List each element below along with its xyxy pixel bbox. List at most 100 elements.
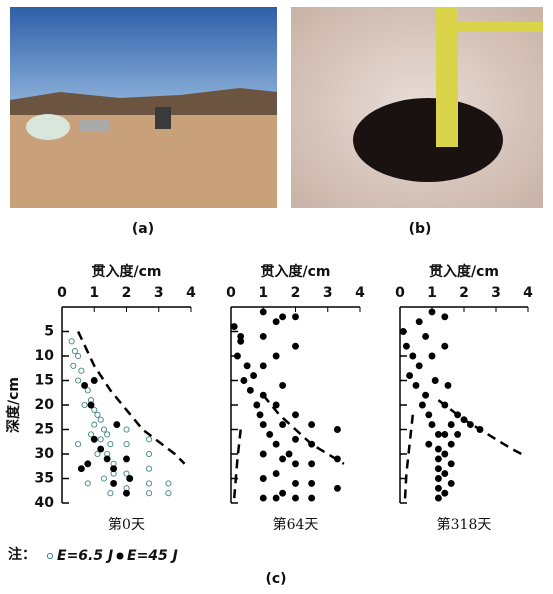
data-point	[333, 455, 341, 463]
y-tick-label: 30	[35, 446, 55, 462]
data-point	[123, 489, 130, 497]
data-point	[406, 372, 414, 380]
data-point	[428, 352, 436, 360]
x-tick-label: 3	[154, 285, 164, 301]
data-point	[279, 313, 287, 321]
data-point	[110, 465, 118, 473]
data-point	[90, 377, 98, 384]
data-point	[123, 455, 130, 463]
data-point	[246, 386, 254, 394]
data-point	[259, 450, 267, 458]
data-point	[78, 367, 85, 374]
photo-a	[10, 7, 277, 208]
data-point	[441, 470, 449, 478]
data-point	[279, 381, 287, 389]
data-point	[146, 490, 153, 497]
data-point	[97, 436, 104, 443]
data-point	[444, 381, 452, 389]
axis-title: 贯入度/cm	[261, 263, 331, 280]
data-point	[146, 450, 153, 458]
y-tick-label: 10	[35, 348, 55, 364]
data-point	[107, 441, 114, 448]
data-point	[447, 460, 455, 468]
data-point	[272, 494, 280, 502]
y-axis-title: 深度/cm	[5, 377, 22, 433]
data-point	[279, 489, 287, 497]
data-point	[259, 391, 267, 399]
data-point	[94, 411, 101, 418]
data-point	[434, 465, 442, 473]
data-point	[87, 431, 95, 438]
data-point	[279, 455, 287, 463]
data-point	[233, 352, 241, 360]
x-tick-label: 3	[491, 285, 501, 301]
data-point	[81, 381, 89, 389]
fitted-curve	[232, 429, 242, 499]
data-point	[68, 338, 75, 345]
legend-marker	[116, 552, 124, 560]
data-point	[292, 313, 299, 321]
data-point	[84, 460, 92, 468]
data-point	[415, 362, 423, 370]
data-point	[454, 430, 462, 438]
data-point	[146, 465, 153, 472]
data-point	[434, 475, 442, 482]
y-tick-label: 25	[35, 422, 54, 438]
axis-title: 贯入度/cm	[92, 263, 162, 280]
data-point	[476, 426, 484, 433]
data-point	[91, 406, 98, 413]
data-point	[259, 494, 267, 502]
data-point	[454, 411, 462, 419]
data-point	[441, 342, 449, 350]
data-point	[259, 332, 267, 340]
x-tick-label: 0	[57, 285, 67, 301]
data-point	[165, 490, 172, 497]
panel-label: 第318天	[437, 516, 492, 533]
data-point	[308, 494, 316, 502]
data-point	[447, 440, 455, 448]
data-point	[266, 430, 274, 438]
data-point	[230, 323, 238, 331]
x-tick-label: 4	[523, 285, 533, 301]
x-tick-label: 0	[395, 285, 405, 301]
data-point	[441, 489, 449, 497]
data-point	[292, 460, 299, 468]
fitted-curve	[76, 330, 186, 465]
fitted-curve	[403, 414, 415, 504]
data-point	[399, 328, 407, 335]
data-point	[412, 381, 420, 389]
data-point	[104, 431, 111, 438]
data-point	[91, 421, 98, 428]
data-point	[97, 416, 104, 423]
panel-label: 第64天	[273, 516, 319, 533]
y-tick-label: 15	[35, 373, 54, 389]
data-point	[70, 362, 77, 369]
data-point	[113, 421, 121, 429]
data-point	[100, 475, 107, 482]
y-tick-label: 35	[35, 471, 54, 487]
data-point	[434, 455, 442, 463]
data-point	[415, 318, 423, 326]
x-tick-label: 2	[459, 285, 469, 301]
data-point	[447, 479, 455, 487]
data-point	[422, 391, 430, 399]
data-point	[333, 426, 341, 433]
y-tick-label: 20	[35, 397, 55, 413]
data-point	[279, 421, 287, 429]
data-point	[292, 342, 299, 350]
legend-marker	[46, 552, 54, 560]
data-point	[308, 479, 316, 487]
x-tick-label: 1	[89, 285, 99, 301]
data-point	[84, 480, 91, 487]
data-point	[146, 480, 153, 487]
panel-label: 第0天	[108, 516, 145, 533]
data-point	[240, 377, 248, 384]
data-point	[250, 372, 258, 380]
data-point	[272, 318, 280, 326]
data-point	[418, 401, 426, 409]
data-point	[422, 332, 430, 340]
x-tick-label: 2	[122, 285, 132, 301]
data-point	[333, 484, 341, 492]
axis-title: 贯入度/cm	[429, 263, 499, 280]
